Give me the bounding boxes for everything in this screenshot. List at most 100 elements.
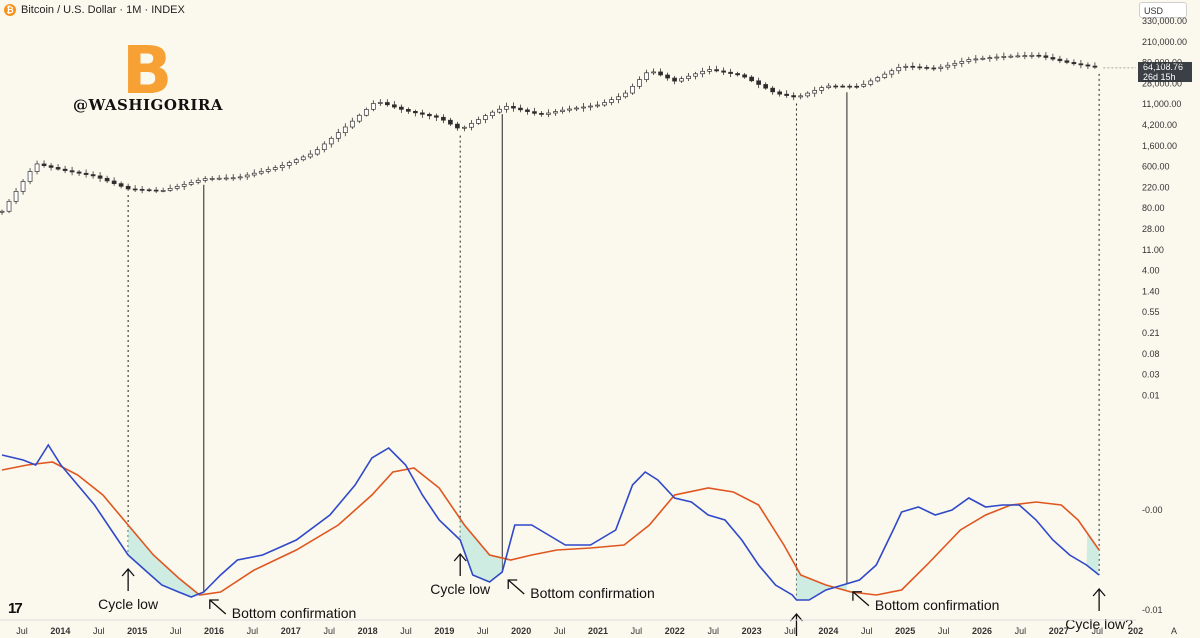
price-axis-tick-label: 0.03: [1142, 370, 1160, 380]
price-axis-tick-label: 220.00: [1142, 182, 1170, 192]
price-candle: [637, 79, 642, 87]
price-axis-tick-label: 80,000.00: [1142, 58, 1182, 68]
price-candle: [41, 163, 47, 167]
price-candle: [511, 106, 516, 109]
cycle-low-label: Cycle low: [430, 581, 491, 597]
price-candle: [153, 189, 159, 192]
bottom-confirmation-label: Bottom confirmation: [232, 605, 357, 621]
fast-signal-line: [1, 443, 1100, 601]
price-candle: [861, 83, 867, 87]
time-axis-tick-label: 2024: [818, 626, 838, 636]
price-axis-tick-label: 210,000.00: [1142, 37, 1187, 47]
currency-button[interactable]: USD: [1139, 2, 1187, 18]
price-candle: [924, 67, 930, 69]
price-candle: [980, 57, 986, 60]
price-candle: [1050, 57, 1056, 60]
price-candle: [462, 126, 467, 129]
price-candle: [476, 119, 481, 124]
price-candle: [665, 74, 670, 79]
time-axis-tick-label: Jul: [631, 626, 643, 636]
price-candle: [97, 175, 103, 179]
price-candle: [581, 106, 586, 109]
up-arrow-head-icon: [789, 613, 803, 622]
price-candle: [399, 106, 404, 110]
oscillator-axis-tick-label: -0.00: [1142, 505, 1163, 515]
diagonal-arrow-head-icon: [209, 599, 219, 609]
diagonal-arrow-icon: [507, 579, 525, 595]
price-candle: [917, 66, 923, 69]
price-candle: [1057, 58, 1063, 62]
price-candle: [826, 85, 832, 88]
price-axis-tick-label: 11.00: [1142, 245, 1164, 255]
price-candle: [279, 165, 285, 168]
price-candle: [833, 85, 839, 88]
price-candle: [553, 111, 558, 114]
time-axis-tick-label: Jul: [170, 626, 182, 636]
price-candle: [48, 165, 54, 168]
price-axis-tick-label: 80.00: [1142, 203, 1165, 213]
price-candle: [27, 171, 33, 182]
price-candle: [623, 92, 628, 98]
price-candle: [714, 69, 719, 72]
time-axis-tick-label: 2027: [1049, 626, 1069, 636]
price-candle: [363, 109, 369, 116]
price-candle: [819, 87, 825, 91]
price-candle: [139, 188, 145, 191]
price-candle: [882, 73, 888, 78]
price-candle: [896, 66, 902, 72]
diagonal-arrow-icon: [852, 591, 870, 607]
price-candle: [202, 178, 208, 181]
price-candle: [272, 167, 278, 170]
price-candle: [777, 91, 783, 95]
time-axis-tick-label: Jul: [554, 626, 566, 636]
price-candle: [230, 177, 236, 180]
price-axis-tick-label: 1,600.00: [1142, 141, 1177, 151]
price-axis-tick-label: 28.00: [1142, 224, 1165, 234]
price-candle: [567, 108, 572, 111]
price-candle: [700, 70, 705, 75]
price-candle: [658, 71, 663, 76]
price-candle: [798, 95, 804, 98]
price-candle: [805, 92, 811, 97]
price-candle: [693, 73, 698, 77]
slow-signal-line: [1, 461, 1100, 596]
price-candle: [651, 71, 656, 74]
price-axis-tick-label: 28,000.00: [1142, 78, 1182, 88]
oscillator-pane: [1, 443, 1100, 601]
bitcoin-logo-icon: B: [122, 32, 173, 109]
price-candle: [328, 137, 334, 145]
price-candle: [209, 178, 215, 180]
price-candle: [427, 113, 432, 117]
price-candle: [1036, 54, 1042, 57]
price-candle: [34, 163, 40, 172]
price-candle: [132, 188, 138, 191]
bar-countdown: 26d 15h: [1143, 72, 1176, 82]
price-candle: [455, 123, 460, 129]
price-candle: [293, 159, 299, 163]
price-axis-tick-label: 0.01: [1142, 390, 1160, 400]
bottom-confirmation-label: Bottom confirmation: [875, 597, 1000, 613]
price-candle: [0, 210, 5, 213]
price-candle: [756, 80, 761, 85]
price-candle: [146, 189, 152, 192]
time-axis-tick-label: 2022: [665, 626, 685, 636]
price-candle: [525, 109, 530, 112]
price-candle: [728, 71, 733, 74]
oscillator-axis-tick-label: -0.01: [1142, 605, 1163, 615]
price-candle: [938, 66, 944, 69]
price-candle: [903, 65, 909, 68]
price-candle: [602, 102, 607, 106]
price-candle: [770, 87, 776, 93]
time-axis-tick-label: A: [1171, 626, 1177, 636]
time-axis-tick-label: Jul: [16, 626, 28, 636]
price-candle: [791, 95, 797, 98]
price-axis-tick-label: 0.55: [1142, 307, 1160, 317]
price-candle: [749, 76, 754, 82]
time-axis-tick-label: 2021: [588, 626, 608, 636]
price-candle: [707, 69, 712, 72]
price-candle: [160, 190, 166, 192]
diagonal-arrow-icon: [209, 599, 227, 615]
price-pane: [0, 51, 1098, 215]
symbol-title[interactable]: Bitcoin / U.S. Dollar · 1M · INDEX: [21, 4, 185, 16]
